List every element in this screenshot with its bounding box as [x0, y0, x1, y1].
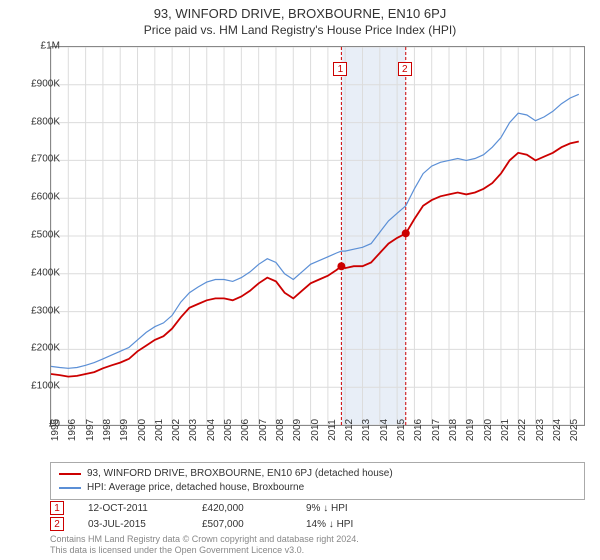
x-tick-label: 2020 — [483, 419, 494, 441]
transaction-row: 2 03-JUL-2015 £507,000 14% ↓ HPI — [50, 516, 353, 532]
x-tick-label: 2019 — [465, 419, 476, 441]
x-tick-label: 1999 — [119, 419, 130, 441]
y-tick-label: £400K — [31, 267, 60, 278]
y-tick-label: £600K — [31, 192, 60, 203]
y-tick-label: £700K — [31, 154, 60, 165]
transaction-date: 03-JUL-2015 — [88, 519, 178, 530]
transaction-marker: 2 — [50, 517, 64, 531]
x-tick-label: 2003 — [188, 419, 199, 441]
transaction-date: 12-OCT-2011 — [88, 503, 178, 514]
x-tick-label: 2021 — [500, 419, 511, 441]
x-tick-label: 2011 — [327, 419, 338, 441]
x-tick-label: 1995 — [50, 419, 61, 441]
chart-marker-label: 2 — [398, 62, 412, 76]
x-tick-label: 2000 — [137, 419, 148, 441]
legend-label: 93, WINFORD DRIVE, BROXBOURNE, EN10 6PJ … — [87, 467, 393, 481]
x-tick-label: 2008 — [275, 419, 286, 441]
transactions-table: 1 12-OCT-2011 £420,000 9% ↓ HPI 2 03-JUL-2015… — [50, 500, 353, 532]
x-tick-label: 2025 — [569, 419, 580, 441]
y-tick-label: £200K — [31, 343, 60, 354]
x-tick-label: 2022 — [517, 419, 528, 441]
y-tick-label: £300K — [31, 305, 60, 316]
y-tick-label: £500K — [31, 230, 60, 241]
chart-svg — [51, 47, 584, 425]
x-tick-label: 2016 — [413, 419, 424, 441]
y-tick-label: £900K — [31, 78, 60, 89]
transaction-marker: 1 — [50, 501, 64, 515]
x-tick-label: 2001 — [154, 419, 165, 441]
transaction-price: £507,000 — [202, 519, 282, 530]
x-tick-label: 2002 — [171, 419, 182, 441]
chart-container: 93, WINFORD DRIVE, BROXBOURNE, EN10 6PJ … — [0, 0, 600, 560]
legend: 93, WINFORD DRIVE, BROXBOURNE, EN10 6PJ … — [50, 462, 585, 500]
x-tick-label: 2023 — [535, 419, 546, 441]
x-tick-label: 1998 — [102, 419, 113, 441]
x-tick-label: 1997 — [85, 419, 96, 441]
legend-swatch — [59, 473, 81, 475]
x-tick-label: 2024 — [552, 419, 563, 441]
x-tick-label: 2007 — [258, 419, 269, 441]
chart-subtitle: Price paid vs. HM Land Registry's House … — [0, 21, 600, 41]
x-tick-label: 1996 — [67, 419, 78, 441]
y-tick-label: £100K — [31, 381, 60, 392]
transaction-diff: 14% ↓ HPI — [306, 519, 353, 530]
footer-attribution: Contains HM Land Registry data © Crown c… — [50, 534, 359, 556]
y-tick-label: £1M — [41, 41, 60, 52]
chart-marker-label: 1 — [333, 62, 347, 76]
legend-label: HPI: Average price, detached house, Brox… — [87, 481, 304, 495]
legend-item: HPI: Average price, detached house, Brox… — [59, 481, 576, 495]
x-tick-label: 2010 — [310, 419, 321, 441]
transaction-row: 1 12-OCT-2011 £420,000 9% ↓ HPI — [50, 500, 353, 516]
y-tick-label: £800K — [31, 116, 60, 127]
x-tick-label: 2012 — [344, 419, 355, 441]
footer-line1: Contains HM Land Registry data © Crown c… — [50, 534, 359, 545]
x-tick-label: 2004 — [206, 419, 217, 441]
x-tick-label: 2014 — [379, 419, 390, 441]
transaction-diff: 9% ↓ HPI — [306, 503, 348, 514]
x-tick-label: 2009 — [292, 419, 303, 441]
x-tick-label: 2015 — [396, 419, 407, 441]
x-tick-label: 2018 — [448, 419, 459, 441]
x-tick-label: 2017 — [431, 419, 442, 441]
footer-line2: This data is licensed under the Open Gov… — [50, 545, 359, 556]
x-tick-label: 2005 — [223, 419, 234, 441]
transaction-price: £420,000 — [202, 503, 282, 514]
chart-title: 93, WINFORD DRIVE, BROXBOURNE, EN10 6PJ — [0, 0, 600, 21]
chart-plot-area — [50, 46, 585, 426]
x-tick-label: 2013 — [361, 419, 372, 441]
legend-item: 93, WINFORD DRIVE, BROXBOURNE, EN10 6PJ … — [59, 467, 576, 481]
legend-swatch — [59, 487, 81, 489]
x-tick-label: 2006 — [240, 419, 251, 441]
